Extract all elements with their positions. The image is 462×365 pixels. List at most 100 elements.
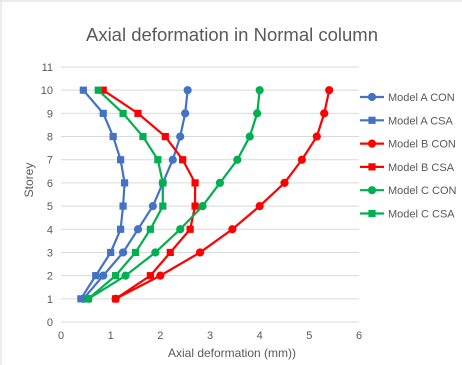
- y-tick-label-0: 0: [47, 317, 53, 329]
- y-tick-label-8: 8: [47, 132, 53, 144]
- series-2-point-6: [280, 178, 289, 188]
- series-3-point-6: [191, 179, 199, 187]
- series-2-point-7: [297, 155, 306, 164]
- series-1-point-4: [117, 225, 125, 233]
- series-5: [84, 86, 167, 303]
- chart-title: Axial deformation in Normal column: [86, 24, 378, 45]
- series-2-point-9: [320, 109, 329, 118]
- legend-marker-1: [368, 116, 376, 124]
- series-1-point-2: [92, 272, 100, 280]
- series-line-4: [87, 90, 261, 300]
- legend-label-2: Model B CON: [388, 139, 456, 151]
- series-4-point-9: [253, 109, 262, 118]
- legend-marker-0: [367, 92, 377, 102]
- series-4-point-5: [198, 201, 207, 211]
- series-3-point-5: [191, 202, 199, 210]
- y-tick-label-7: 7: [47, 155, 53, 167]
- series-3-point-10: [99, 86, 107, 94]
- y-tick-label-10: 10: [41, 85, 53, 97]
- x-axis-title: Axial deformation (mm)): [168, 346, 296, 360]
- series-2-point-3: [195, 248, 205, 257]
- series-5-point-9: [119, 109, 127, 117]
- series-0-point-10: [183, 86, 192, 95]
- series-3-point-2: [146, 272, 154, 280]
- series-3: [99, 86, 199, 303]
- series-0-point-3: [118, 248, 128, 257]
- series-line-5: [87, 89, 164, 300]
- series-4-point-6: [215, 178, 225, 188]
- y-tick-label-3: 3: [47, 247, 53, 259]
- legend: Model A CON Model A CSA Model B CON Model B…: [360, 92, 457, 221]
- series-0-point-7: [168, 155, 177, 164]
- series-line-0: [82, 90, 189, 300]
- series-0-point-5: [148, 201, 157, 211]
- series-line-3: [102, 89, 197, 300]
- y-tick-label-5: 5: [47, 201, 53, 213]
- legend-entry-4: Model C CON: [360, 185, 457, 197]
- x-tick-label-1: 1: [108, 330, 114, 342]
- legend-label-5: Model C CSA: [388, 209, 455, 221]
- series-3-point-8: [161, 132, 169, 141]
- y-tick-label-1: 1: [47, 294, 53, 306]
- series-3-point-9: [134, 109, 142, 117]
- series-1-point-10: [79, 86, 87, 94]
- series-1-point-8: [109, 132, 117, 141]
- x-tick-label-4: 4: [257, 330, 263, 342]
- legend-entry-3: Model B CSA: [360, 162, 455, 174]
- series-4: [84, 86, 264, 303]
- series-0: [79, 86, 192, 303]
- x-tick-label-2: 2: [157, 330, 163, 342]
- series-1-point-6: [120, 179, 129, 187]
- series-1-point-3: [107, 248, 115, 257]
- legend-entry-5: Model C CSA: [360, 209, 455, 221]
- legend-marker-2: [367, 139, 377, 148]
- legend-entry-0: Model A CON: [360, 92, 455, 104]
- series-3-point-3: [166, 248, 174, 257]
- legend-label-0: Model A CON: [388, 92, 455, 104]
- legend-entry-1: Model A CSA: [360, 115, 453, 127]
- legend-label-1: Model A CSA: [388, 115, 453, 127]
- legend-label-4: Model C CON: [388, 185, 457, 197]
- series-0-point-2: [99, 271, 108, 280]
- y-tick-label-4: 4: [47, 224, 53, 236]
- series-2-point-4: [228, 225, 237, 234]
- series-1-point-1: [77, 295, 85, 303]
- series-0-point-9: [181, 109, 190, 118]
- x-tick-label-5: 5: [306, 330, 312, 342]
- legend-marker-4: [367, 186, 377, 195]
- series-2: [111, 86, 334, 303]
- series-1-point-9: [99, 109, 107, 117]
- series-5-point-1: [84, 295, 92, 303]
- x-tick-label-3: 3: [207, 330, 213, 342]
- series-5-point-2: [112, 272, 120, 280]
- series-2-point-5: [255, 201, 264, 211]
- series-5-point-3: [131, 248, 140, 257]
- series-0-point-4: [133, 225, 143, 234]
- y-tick-label-11: 11: [42, 62, 53, 74]
- axes: 0 1 2 3 4 5 6 7 8 9 10 11 0 1 2 3 4 5 6: [41, 62, 362, 342]
- series-2-point-8: [312, 132, 321, 141]
- series-4-point-10: [255, 86, 264, 95]
- series-5-point-8: [139, 132, 147, 141]
- series-4-point-7: [233, 155, 242, 164]
- series-line-1: [79, 89, 126, 300]
- y-tick-label-2: 2: [47, 271, 53, 283]
- series-group: [77, 86, 334, 303]
- y-axis-title: Storey: [22, 163, 36, 198]
- series-4-point-8: [245, 132, 254, 141]
- x-tick-label-0: 0: [58, 330, 64, 342]
- x-tick-label-6: 6: [356, 330, 362, 342]
- series-0-point-8: [176, 132, 185, 141]
- series-3-point-7: [179, 156, 187, 164]
- series-3-point-4: [186, 225, 194, 233]
- series-4-point-3: [151, 248, 160, 257]
- y-tick-label-6: 6: [47, 178, 53, 190]
- series-line-2: [115, 89, 331, 300]
- gridlines: [61, 66, 359, 300]
- legend-marker-3: [368, 163, 376, 171]
- series-5-point-10: [94, 86, 102, 94]
- legend-entry-2: Model B CON: [360, 139, 456, 151]
- series-4-point-4: [176, 225, 185, 234]
- series-2-point-10: [325, 86, 334, 95]
